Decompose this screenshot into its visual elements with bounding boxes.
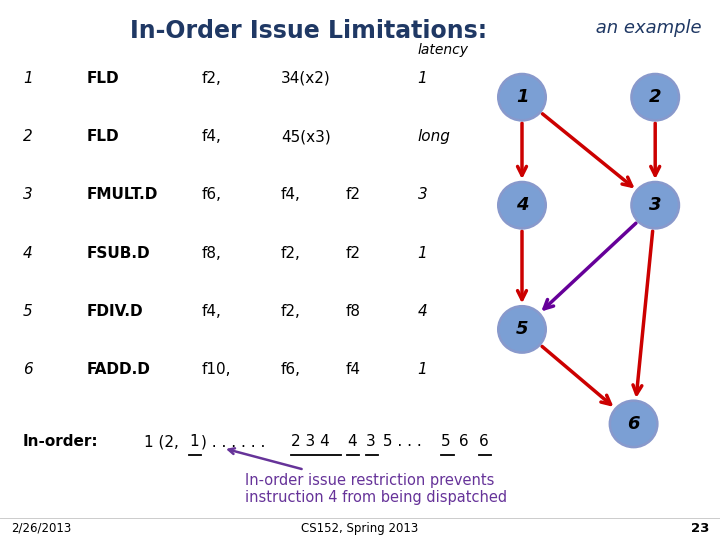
Text: 4: 4 xyxy=(516,196,528,214)
Text: f2: f2 xyxy=(346,246,361,261)
Text: In-order:: In-order: xyxy=(23,434,99,449)
Text: f4,: f4, xyxy=(281,187,301,202)
Text: 3: 3 xyxy=(418,187,428,202)
Text: f4,: f4, xyxy=(202,129,222,144)
Text: 4: 4 xyxy=(23,246,33,261)
Text: 5: 5 xyxy=(441,434,451,449)
Text: In-order issue restriction prevents
instruction 4 from being dispatched: In-order issue restriction prevents inst… xyxy=(228,448,507,505)
Text: f6,: f6, xyxy=(202,187,222,202)
Text: 45(x3): 45(x3) xyxy=(281,129,330,144)
Text: long: long xyxy=(418,129,451,144)
Text: f2,: f2, xyxy=(202,71,222,86)
Text: f8,: f8, xyxy=(202,246,222,261)
Text: In-Order Issue Limitations:: In-Order Issue Limitations: xyxy=(130,19,487,43)
Ellipse shape xyxy=(631,74,679,120)
Text: 6: 6 xyxy=(23,362,33,377)
Text: 5: 5 xyxy=(516,320,528,339)
Text: FLD: FLD xyxy=(86,71,119,86)
Text: f4: f4 xyxy=(346,362,361,377)
Text: an example: an example xyxy=(590,19,702,37)
Text: latency: latency xyxy=(418,43,469,57)
Text: 5 . . .: 5 . . . xyxy=(378,434,427,449)
Text: 1: 1 xyxy=(418,246,428,261)
Text: FSUB.D: FSUB.D xyxy=(86,246,150,261)
Text: 6: 6 xyxy=(479,434,488,449)
Text: ) . . . . . .: ) . . . . . . xyxy=(202,434,271,449)
Text: 1 (2,: 1 (2, xyxy=(144,434,179,449)
Ellipse shape xyxy=(498,182,546,228)
Text: 1: 1 xyxy=(418,71,428,86)
Ellipse shape xyxy=(631,182,679,228)
Ellipse shape xyxy=(498,306,546,353)
Text: f6,: f6, xyxy=(281,362,301,377)
Text: f10,: f10, xyxy=(202,362,231,377)
Text: 6: 6 xyxy=(627,415,640,433)
Text: 1: 1 xyxy=(418,362,428,377)
Text: FMULT.D: FMULT.D xyxy=(86,187,158,202)
Text: 6: 6 xyxy=(454,434,473,449)
Text: 4: 4 xyxy=(347,434,356,449)
Text: 5: 5 xyxy=(23,304,33,319)
Text: 3: 3 xyxy=(366,434,376,449)
Text: FDIV.D: FDIV.D xyxy=(86,304,143,319)
Text: 2/26/2013: 2/26/2013 xyxy=(11,522,71,535)
Ellipse shape xyxy=(498,74,546,120)
Text: FLD: FLD xyxy=(86,129,119,144)
Text: 2 3 4: 2 3 4 xyxy=(291,434,330,449)
Text: f2,: f2, xyxy=(281,304,301,319)
Text: 1: 1 xyxy=(516,88,528,106)
Text: f8: f8 xyxy=(346,304,361,319)
Text: 2: 2 xyxy=(23,129,33,144)
Text: f4,: f4, xyxy=(202,304,222,319)
Text: f2,: f2, xyxy=(281,246,301,261)
Text: 3: 3 xyxy=(649,196,662,214)
Text: 1: 1 xyxy=(23,71,33,86)
Text: 2: 2 xyxy=(649,88,662,106)
Text: 1: 1 xyxy=(189,434,199,449)
Ellipse shape xyxy=(610,401,657,447)
Text: f2: f2 xyxy=(346,187,361,202)
Text: 3: 3 xyxy=(23,187,33,202)
Text: 34(x2): 34(x2) xyxy=(281,71,330,86)
Text: 4: 4 xyxy=(418,304,428,319)
Text: CS152, Spring 2013: CS152, Spring 2013 xyxy=(302,522,418,535)
Text: FADD.D: FADD.D xyxy=(86,362,150,377)
Text: 23: 23 xyxy=(690,522,709,535)
